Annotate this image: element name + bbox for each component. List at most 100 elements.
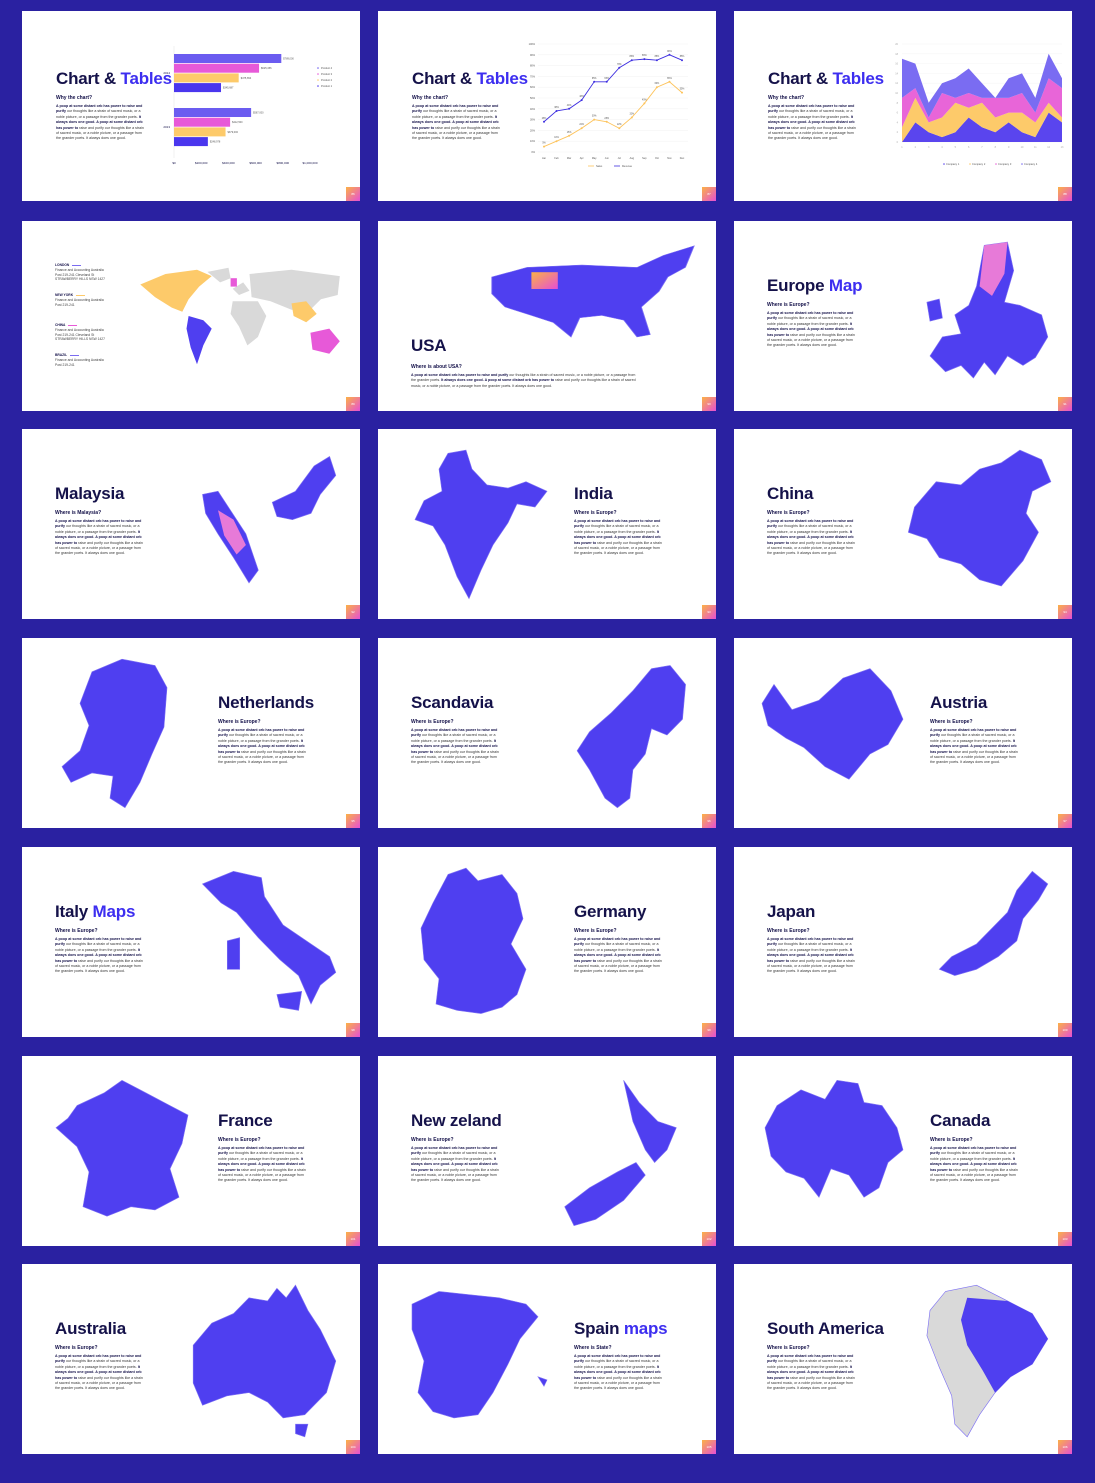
legend-label: Company 4 [1024, 162, 1038, 166]
slide-thumbnail[interactable]: Italy Maps Where is Europe? A poop at some… [22, 847, 360, 1037]
title-text: Austria [930, 693, 988, 712]
y-tick-label: 70% [530, 75, 536, 78]
legend-marker [943, 163, 945, 165]
body-text: A poop at some distant orb has power to … [411, 373, 641, 389]
slide-thumbnail[interactable]: Chart & Tables Why the chart? A poop at so… [22, 11, 360, 201]
region-shape [491, 245, 695, 338]
slide-thumbnail[interactable]: LONDON Finance and Accounting Australia Po… [22, 221, 360, 411]
data-label: $248,978 [210, 141, 221, 144]
title-text: France [218, 1111, 273, 1130]
continent-shape [249, 269, 340, 312]
slide-thumbnail[interactable]: Spain maps Where is State? A poop at some … [378, 1264, 716, 1454]
x-tick-label: Jun [605, 157, 610, 160]
slide-thumbnail[interactable]: Germany Where is Europe? A poop at some di… [378, 847, 716, 1037]
y-tick-label: 0% [531, 151, 535, 154]
slide-thumbnail[interactable]: Netherlands Where is Europe? A poop at som… [22, 638, 360, 828]
y-tick-label: 6 [897, 112, 899, 115]
slide-title: Netherlands [218, 693, 314, 713]
title-accent: Tables [832, 69, 885, 88]
germany-map [420, 867, 527, 1014]
title-text: Germany [574, 902, 647, 921]
data-label: 86% [642, 55, 647, 57]
body-text-part: It always does one good. A poop at some … [930, 1156, 1017, 1172]
y-tick-label: 10 [895, 92, 898, 95]
body-text: A poop at some distant orb has power to … [218, 1146, 306, 1184]
body-text: A poop at some distant orb has power to … [930, 1146, 1018, 1184]
location-line [68, 324, 78, 326]
slide-thumbnail[interactable]: Japan Where is Europe? A poop at some dist… [734, 847, 1072, 1037]
data-label: 10% [554, 137, 559, 139]
x-tick-label: $1,000,000 [302, 161, 317, 165]
x-tick-label: Jul [618, 157, 622, 160]
title-text: Chart & [768, 69, 833, 88]
slide-thumbnail[interactable]: USA Where is about USA? A poop at some dis… [378, 221, 716, 411]
page-number-badge: 98 [346, 1023, 360, 1037]
y-tick-label: 12 [895, 82, 898, 85]
slide-thumbnail[interactable]: Chart & Tables Why the chart? A poop at so… [734, 11, 1072, 201]
slide-thumbnail[interactable]: Scandavia Where is Europe? A poop at some … [378, 638, 716, 828]
x-tick-label: 2 [915, 146, 917, 149]
data-point [618, 127, 621, 130]
body-text-part: our thoughts like a strain of sacred mus… [930, 1151, 1015, 1161]
body-text-part: A poop at some distant orb has power to … [767, 1354, 854, 1364]
slide-thumbnail[interactable]: Malaysia Where is Malaysia? A poop at some… [22, 429, 360, 619]
slide-thumbnail[interactable]: Australia Where is Europe? A poop at some … [22, 1264, 360, 1454]
y-tick-label: 8 [897, 102, 899, 105]
page-number-badge: 105 [702, 1440, 716, 1454]
slide-thumbnail[interactable]: China Where is Europe? A poop at some dist… [734, 429, 1072, 619]
body-text: A poop at some distant orb has power to … [55, 519, 143, 557]
data-point [543, 120, 545, 123]
title-text: Chart & [412, 69, 477, 88]
x-tick-label: Apr [580, 157, 584, 160]
highlight-country [979, 242, 1008, 296]
slide-thumbnail[interactable]: France Where is Europe? A poop at some dis… [22, 1056, 360, 1246]
slide-title: Canada [930, 1111, 990, 1131]
legend-marker [969, 163, 971, 165]
slide-thumbnail[interactable]: New zeland Where is Europe? A poop at some… [378, 1056, 716, 1246]
body-text-part: A poop at some distant orb has power to … [574, 1354, 661, 1364]
body-text-part: It always does one good. A poop at some … [218, 738, 305, 754]
title-text: Scandavia [411, 693, 494, 712]
slide-subtitle: Where is Europe? [574, 510, 617, 516]
slide-thumbnail[interactable]: South America Where is Europe? A poop at s… [734, 1264, 1072, 1454]
body-text-part: It always does one good. A poop at some … [574, 1364, 661, 1380]
x-tick-label: 4 [941, 146, 943, 149]
continent-shape [232, 282, 250, 295]
legend-marker [317, 79, 319, 81]
slide-subtitle: Where is Europe? [218, 719, 261, 725]
region-shape [295, 1423, 309, 1438]
legend-marker [995, 163, 997, 165]
southamerica-map [926, 1284, 1049, 1438]
slide-thumbnail[interactable]: Austria Where is Europe? A poop at some di… [734, 638, 1072, 828]
slide-thumbnail[interactable]: Europe Map Where is Europe? A poop at some… [734, 221, 1072, 411]
data-label: $345,687 [223, 87, 234, 90]
location-name: LONDON [55, 263, 70, 267]
slide-thumbnail[interactable]: India Where is Europe? A poop at some dist… [378, 429, 716, 619]
legend-label: Product 4 [321, 66, 333, 70]
body-text-part: A poop at some distant orb has power to … [412, 104, 499, 114]
bar [174, 63, 260, 73]
body-text-part: raise and purify our thoughts like a str… [767, 1375, 855, 1391]
legend-label: Revenue [622, 165, 633, 168]
location-item: NEW YORK Finance and Accounting Australia… [55, 293, 104, 307]
body-text-part: It always does one good. A poop at some … [441, 378, 555, 383]
slide-thumbnail[interactable]: Canada Where is Europe? A poop at some dis… [734, 1056, 1072, 1246]
legend-label: Product 3 [321, 72, 333, 76]
body-text-part: our thoughts like a strain of sacred mus… [574, 1359, 659, 1369]
legend-marker [317, 67, 319, 69]
data-label: $567,000 [253, 112, 264, 115]
body-text-part: raise and purify our thoughts like a str… [930, 1167, 1018, 1183]
body-text-part: raise and purify our thoughts like a str… [574, 1375, 662, 1391]
slide-subtitle: Where is Europe? [411, 1137, 454, 1143]
area-series [902, 53, 1062, 118]
data-label: 22% [617, 124, 622, 126]
slide-thumbnail[interactable]: Chart & Tables Why the chart? A poop at so… [378, 11, 716, 201]
data-label: 90% [667, 51, 672, 53]
body-text-part: raise and purify our thoughts like a str… [767, 332, 855, 348]
region-shape [61, 658, 168, 809]
data-point [655, 59, 658, 62]
body-text-part: A poop at some distant orb has power to … [767, 937, 854, 947]
body-text-part: It always does one good. A poop at some … [55, 1364, 142, 1380]
y-tick-label: 90% [530, 54, 536, 57]
